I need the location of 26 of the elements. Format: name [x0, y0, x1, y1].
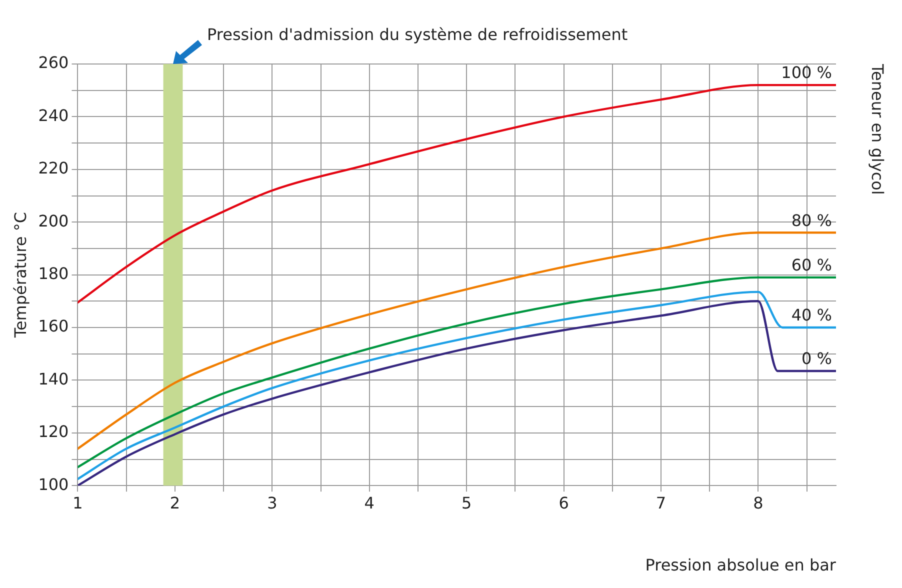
- x-tick-label: 6: [558, 493, 569, 512]
- y-tick-label: 100: [38, 474, 69, 494]
- band-label: Pression d'admission du système de refroidissement: [207, 25, 628, 44]
- series-label: 100 %: [781, 63, 832, 82]
- y-tick-label: 240: [38, 106, 69, 125]
- y-tick-label: 200: [38, 211, 69, 230]
- series-label: 60 %: [791, 256, 832, 275]
- x-tick-label: 4: [364, 493, 374, 512]
- x-tick-label: 2: [170, 493, 180, 512]
- x-tick-label: 8: [753, 493, 764, 512]
- y-tick-label: 140: [38, 369, 69, 388]
- series-label: 80 %: [791, 210, 832, 230]
- y-tick-label: 220: [38, 158, 69, 178]
- y-tick-label: 180: [38, 264, 69, 283]
- x-tick-label: 5: [461, 493, 472, 512]
- series-label: 0 %: [802, 349, 832, 368]
- x-tick-label: 3: [267, 493, 278, 512]
- series-label: 40 %: [791, 306, 832, 325]
- x-tick-label: 7: [656, 493, 666, 512]
- y-tick-label: 160: [38, 316, 69, 336]
- y-tick-label: 260: [38, 53, 69, 72]
- x-tick-label: 1: [72, 493, 83, 512]
- x-axis-title: Pression absolue en bar: [645, 556, 836, 575]
- legend-title: Teneur en glycol: [868, 63, 887, 195]
- y-tick-label: 120: [38, 422, 69, 442]
- y-axis-title: Température °C: [10, 212, 30, 339]
